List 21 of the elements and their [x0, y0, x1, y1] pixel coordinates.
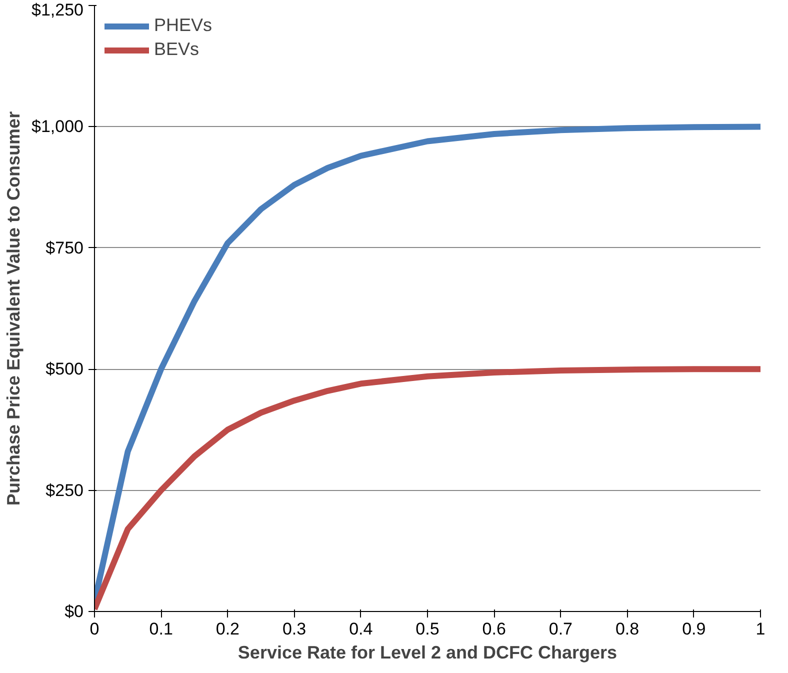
x-tick-label: 0 — [90, 620, 100, 638]
y-tick-label: $750 — [46, 238, 84, 258]
y-axis-title: Purchase Price Equivalent Value to Consumer — [4, 111, 24, 506]
y-tick-label: $0 — [64, 602, 84, 621]
x-tick-label: 0.2 — [216, 620, 240, 638]
x-tick-label: 0.6 — [482, 620, 506, 638]
x-tick-label: 0.8 — [615, 620, 640, 638]
x-tick-label: 0.1 — [149, 620, 173, 638]
x-tick-label: 0.4 — [349, 620, 373, 638]
y-tick-label: $500 — [46, 360, 84, 379]
x-tick-label: 0.7 — [548, 620, 573, 638]
y-tick-label: $1,250 — [32, 0, 84, 20]
x-axis-title: Service Rate for Level 2 and DCFC Chargers — [238, 642, 618, 662]
y-tick-label: $1,000 — [32, 117, 84, 136]
x-tick-label: 0.9 — [682, 620, 706, 638]
y-tick-label: $250 — [46, 480, 84, 500]
x-tick-label: 1 — [756, 620, 766, 638]
x-tick-label: 0.3 — [282, 620, 306, 638]
x-tick-label: 0.5 — [416, 620, 440, 638]
legend-label: PHEVs — [154, 15, 212, 36]
legend-label: BEVs — [154, 39, 200, 60]
